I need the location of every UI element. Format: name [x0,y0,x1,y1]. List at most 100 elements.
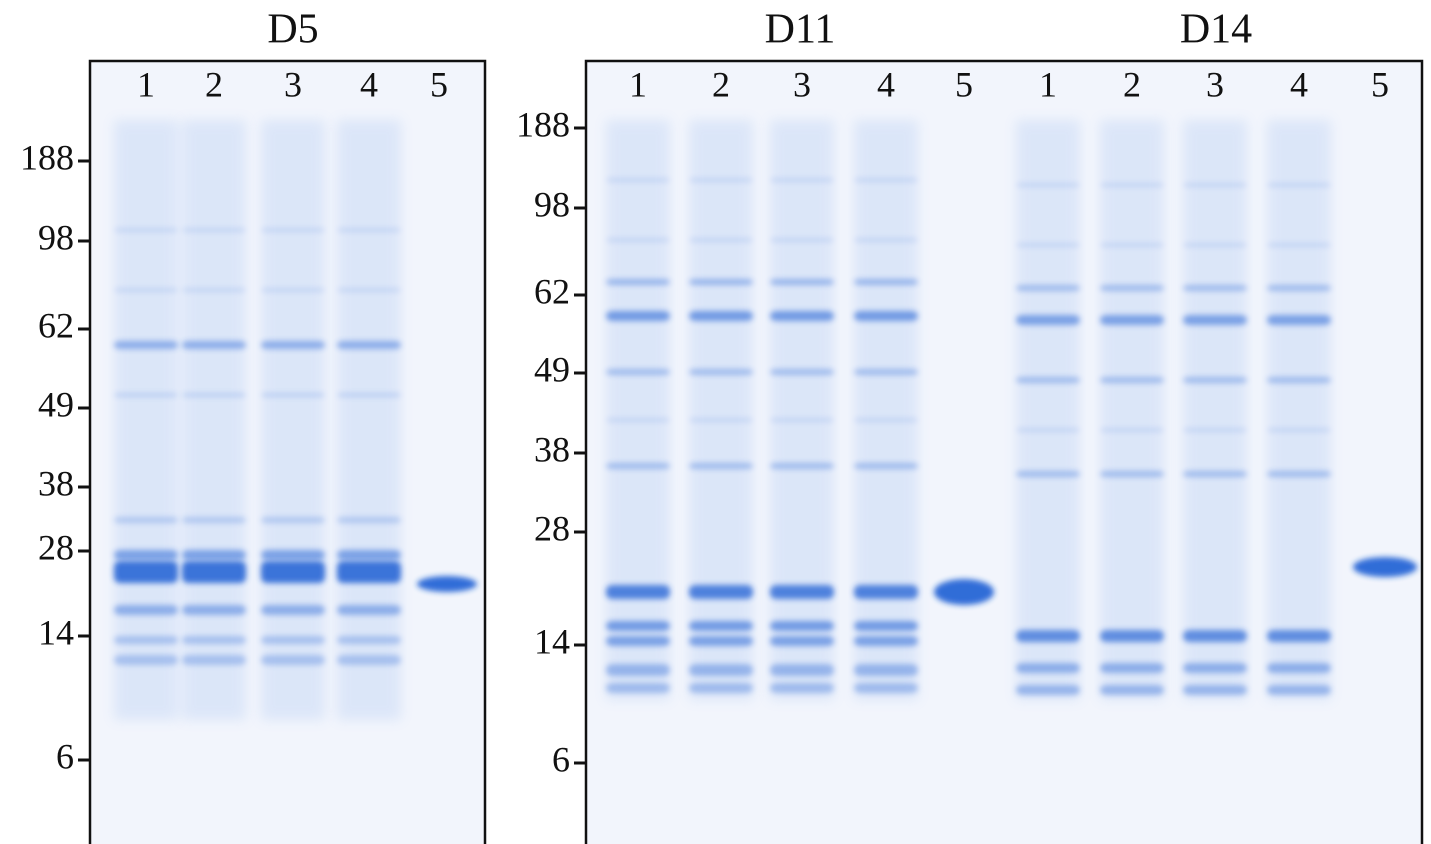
band [1267,685,1331,695]
band [1100,285,1164,291]
band [1100,630,1164,642]
lane-smear [1183,120,1247,700]
band [337,605,401,615]
band [689,311,753,321]
lane-smear [854,120,918,700]
band [1267,183,1331,187]
band [854,238,918,242]
band [182,561,246,583]
band [1183,377,1247,383]
band [114,228,178,232]
band [114,288,178,292]
lane-smear [689,120,753,700]
band [1267,428,1331,432]
band [1267,663,1331,673]
band [770,636,834,646]
marker-label: 49 [38,384,74,424]
gel-title: D5 [267,7,318,53]
marker-label: 38 [38,463,74,503]
band [689,238,753,242]
band [1183,685,1247,695]
band [689,178,753,182]
band [606,369,670,375]
band [689,418,753,422]
band [606,585,670,599]
band [606,238,670,242]
lane-number: 1 [1039,64,1057,104]
lane-number: 1 [137,64,155,104]
band [261,393,325,397]
band [182,605,246,615]
band [606,621,670,631]
band [689,636,753,646]
band [1183,471,1247,477]
band [337,636,401,644]
band [854,664,918,676]
band [114,550,178,560]
band [114,561,178,583]
band [182,636,246,644]
band [337,550,401,560]
band [1100,183,1164,187]
band [1016,315,1080,325]
band [1100,243,1164,247]
band [854,178,918,182]
band [1100,471,1164,477]
marker-label: 188 [20,137,74,177]
lane-number: 5 [1371,64,1389,104]
band [1183,285,1247,291]
band [689,585,753,599]
gel-title: D14 [1180,7,1252,53]
band [606,178,670,182]
band [261,655,325,665]
band [182,517,246,523]
band [1267,315,1331,325]
band [854,621,918,631]
marker-label: 28 [534,508,570,548]
band [1267,630,1331,642]
band [770,664,834,676]
band [337,228,401,232]
band [770,279,834,285]
band [770,585,834,599]
band [1183,663,1247,673]
band [1267,285,1331,291]
band [689,369,753,375]
band [1016,685,1080,695]
band [1100,663,1164,673]
band [261,550,325,560]
lane-number: 4 [360,64,378,104]
lane-number: 3 [1206,64,1224,104]
band [854,311,918,321]
marker-label: 98 [534,184,570,224]
band [1267,377,1331,383]
band [114,393,178,397]
band [770,369,834,375]
lane-smear [1016,120,1080,700]
band [1353,557,1417,577]
lane-number: 4 [877,64,895,104]
band [1016,630,1080,642]
band [261,228,325,232]
lane-number: 2 [1123,64,1141,104]
lane-number: 1 [629,64,647,104]
band [854,463,918,469]
marker-label: 38 [534,429,570,469]
band [182,550,246,560]
band [606,683,670,693]
band [337,655,401,665]
band [337,393,401,397]
band [182,228,246,232]
band [854,279,918,285]
band [689,279,753,285]
lane-number: 3 [284,64,302,104]
gel-title: D11 [765,7,836,53]
band [114,341,178,349]
band [261,288,325,292]
band [606,311,670,321]
band [114,605,178,615]
band [770,311,834,321]
band [606,463,670,469]
band [1016,428,1080,432]
lane-number: 2 [205,64,223,104]
